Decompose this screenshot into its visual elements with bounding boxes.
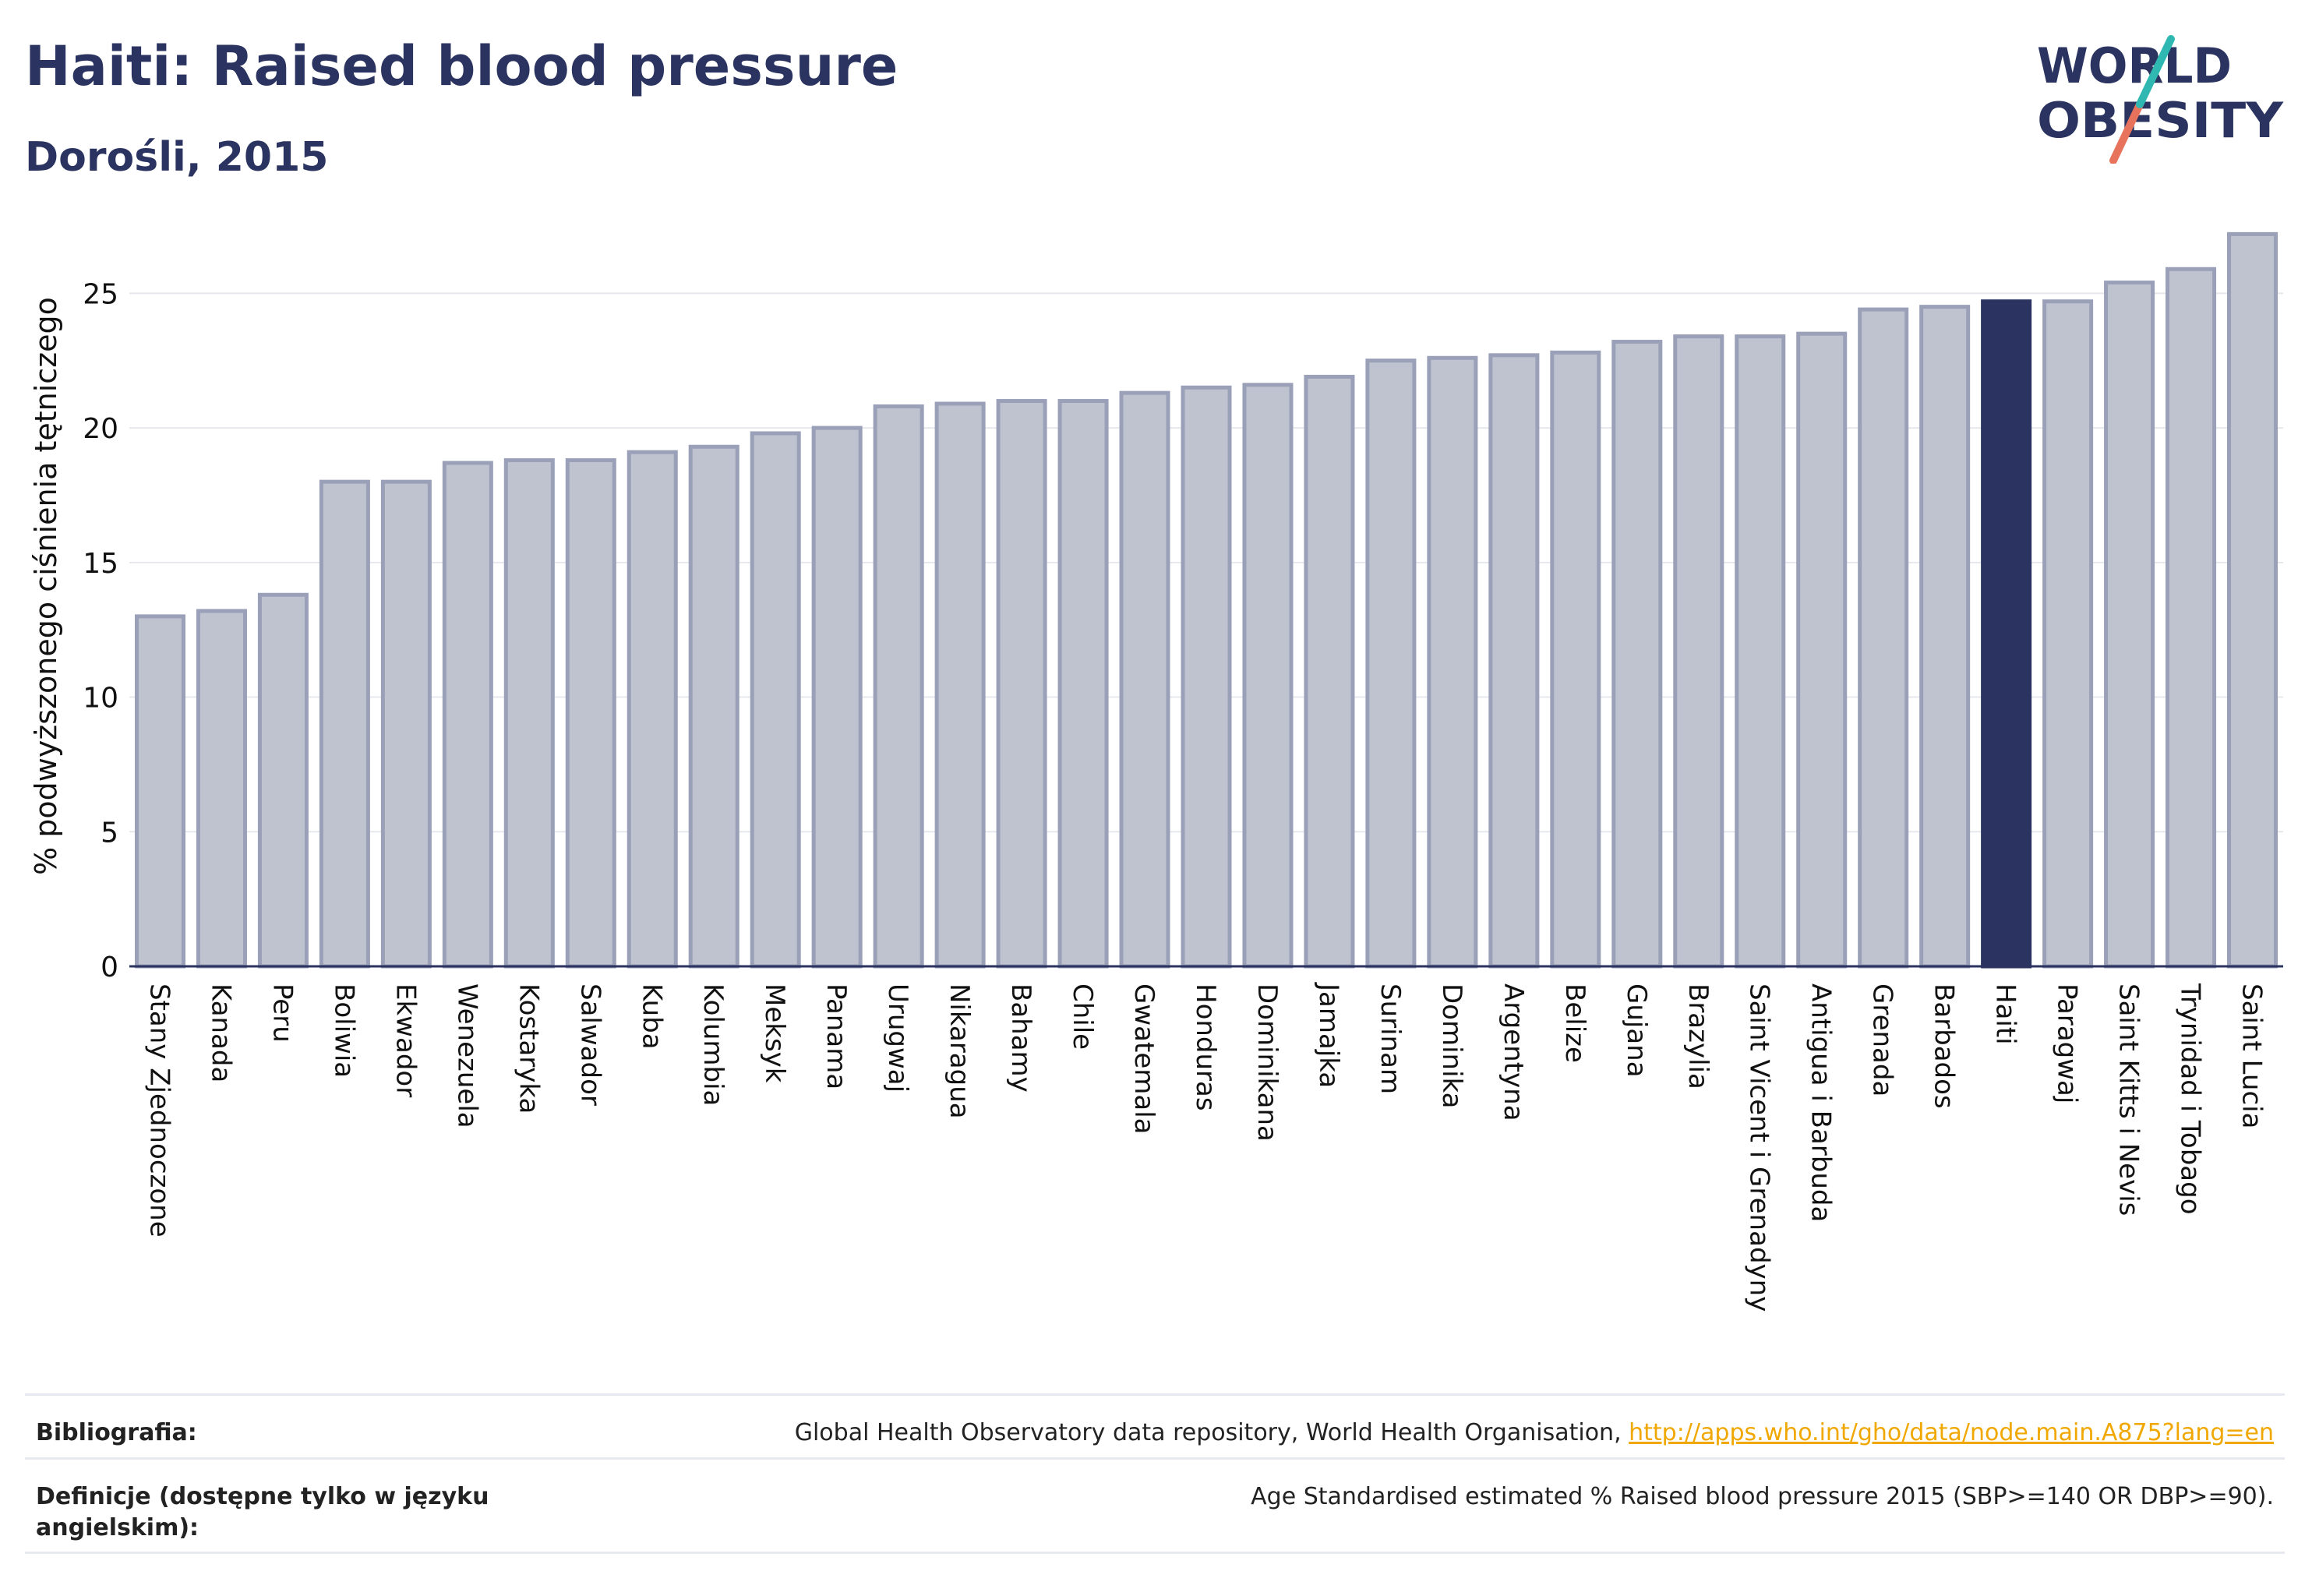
bar [1427,355,1478,969]
x-tick-label: Salwador [574,983,605,1106]
x-tick-label: Brazylia [1682,983,1714,1089]
x-tick-label: Chile [1067,983,1098,1050]
x-tick-label: Gujana [1621,983,1652,1078]
page-title: Haiti: Raised blood pressure [25,34,898,98]
bibliography-value: Global Health Observatory data repositor… [795,1418,2274,1449]
x-tick-label: Kuba [636,983,667,1050]
x-tick-label: Trynidad i Tobago [2175,983,2206,1215]
bar [2104,281,2155,969]
tick-labels: 0 5 10 15 20 25 Stany Zjednoczone Kanada Peru Bol… [83,278,2267,1312]
logo-line1: WORLD [2037,37,2232,94]
y-tick-label: 10 [83,683,118,715]
bar [811,425,863,969]
bar [1611,340,1663,969]
bar [1057,399,1109,969]
bar [1673,334,1724,969]
x-tick-label: Jamajka [1313,982,1344,1088]
world-obesity-logo: WORLD OBESITY [2026,23,2291,164]
x-tick-label: Kostaryka [513,983,544,1114]
logo-line2: OBESITY [2037,92,2284,149]
x-tick-label: Saint Vicent i Grenadyny [1744,983,1775,1312]
page-subtitle: Dorośli, 2015 [25,134,329,181]
bar [442,461,493,969]
bar [503,458,555,969]
bar [565,458,616,969]
x-tick-label: Ekwador [390,983,421,1097]
bar [2042,299,2094,969]
x-tick-label: Bahamy [1005,983,1036,1093]
x-tick-label: Gwatemala [1128,983,1160,1134]
y-tick-label: 0 [101,952,118,983]
bar [1735,334,1786,969]
bar [1304,374,1355,969]
definitions-row: Definicje (dostępne tylko w języku angie… [25,1457,2285,1554]
bar [2227,231,2279,969]
x-tick-label: Belize [1559,983,1590,1063]
x-tick-label: Wenezuela [451,983,482,1128]
bar [1796,331,1848,969]
bars [134,231,2279,969]
bar-chart-svg: 0 5 10 15 20 25 Stany Zjednoczone Kanada Peru Bol… [29,231,2283,1312]
bar [873,404,924,969]
bar [996,399,1047,969]
bar [380,479,432,969]
x-tick-label: Saint Lucia [2236,983,2268,1128]
bibliography-row: Bibliografia: Global Health Observatory … [25,1393,2285,1457]
y-tick-label: 25 [83,278,118,310]
definitions-value: Age Standardised estimated % Raised bloo… [1251,1483,2274,1510]
bar [1488,353,1540,969]
x-tick-label: Barbados [1929,983,1960,1109]
x-tick-label: Panama [821,983,852,1089]
bar [750,431,801,969]
x-tick-label: Dominika [1436,983,1467,1108]
y-axis-label: % podwyższonego ciśnienia tętniczego [29,297,63,875]
x-tick-label: Honduras [1190,983,1221,1111]
bar [196,609,247,969]
x-tick-label: Boliwia [328,983,359,1078]
bar [319,479,370,969]
bar [2166,267,2217,969]
x-tick-label: Paragwaj [2052,983,2083,1103]
definitions-label: Definicje (dostępne tylko w języku angie… [36,1483,489,1541]
x-tick-label: Surinam [1375,983,1406,1094]
bar [1119,390,1170,969]
y-tick-label: 20 [83,413,118,445]
bar [934,401,986,969]
x-tick-label: Saint Kitts i Nevis [2113,983,2144,1216]
bar [627,450,678,969]
x-tick-label: Stany Zjednoczone [143,983,175,1238]
bar [1858,307,1909,969]
bar [1550,350,1601,969]
bibliography-text: Global Health Observatory data repositor… [794,1419,1629,1446]
x-tick-label: Argentyna [1498,983,1529,1121]
x-tick-label: Urugwaj [882,983,913,1093]
bar-chart: 0 5 10 15 20 25 Stany Zjednoczone Kanada Peru Bol… [29,231,2283,1312]
x-tick-label: Nikaragua [944,983,975,1119]
y-tick-label: 5 [101,817,118,849]
bar-highlight [1981,299,2032,969]
bar [134,614,185,969]
bar [257,592,309,969]
bibliography-label: Bibliografia: [36,1419,197,1446]
x-tick-label: Kanada [205,983,236,1082]
x-tick-label: Meksyk [759,983,790,1083]
bar [1242,383,1294,969]
bar [688,444,740,969]
bibliography-link[interactable]: http://apps.who.int/gho/data/node.main.A… [1629,1419,2274,1446]
x-tick-label: Dominikana [1251,983,1283,1142]
y-tick-label: 15 [83,548,118,580]
footer: Bibliografia: Global Health Observatory … [25,1393,2285,1554]
bar [1919,305,1971,969]
x-tick-label: Grenada [1867,983,1898,1096]
x-tick-label: Haiti [1990,983,2021,1045]
x-tick-label: Antigua i Barbuda [1806,983,1837,1222]
x-tick-label: Peru [267,983,298,1043]
bar [1181,385,1232,969]
x-tick-label: Kolumbia [697,983,729,1106]
bar [1365,358,1417,969]
